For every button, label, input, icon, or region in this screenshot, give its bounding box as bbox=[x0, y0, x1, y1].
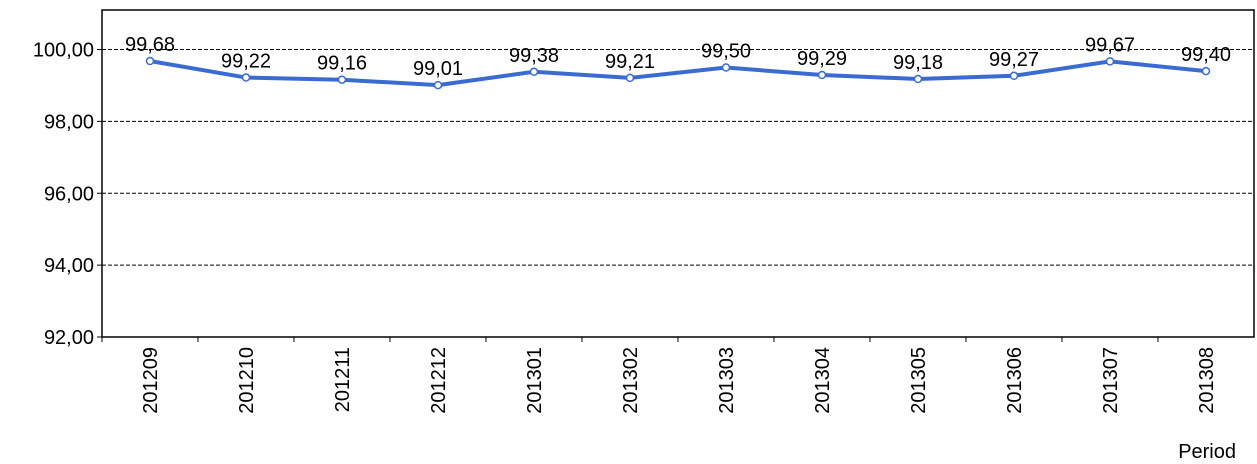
x-tick-label: 201308 bbox=[1196, 347, 1218, 414]
point bbox=[1201, 66, 1211, 76]
point bbox=[913, 74, 923, 84]
point bbox=[1105, 57, 1115, 66]
point bbox=[817, 70, 827, 80]
data-label: 99,68 bbox=[125, 34, 175, 56]
point bbox=[1009, 71, 1019, 81]
y-tick-label: 98,00 bbox=[44, 111, 94, 133]
data-label: 99,38 bbox=[509, 45, 559, 67]
x-tick-label: 201211 bbox=[332, 347, 354, 412]
x-tick-label: 201306 bbox=[1004, 347, 1026, 414]
data-label: 99,27 bbox=[989, 49, 1039, 71]
y-tick-label: 96,00 bbox=[44, 183, 94, 205]
x-tick-label: 201307 bbox=[1100, 347, 1122, 414]
data-label: 99,40 bbox=[1181, 44, 1231, 66]
data-label: 99,29 bbox=[797, 48, 847, 70]
data-label: 99,16 bbox=[317, 53, 367, 75]
point bbox=[625, 73, 635, 83]
data-label: 99,67 bbox=[1085, 34, 1135, 56]
point bbox=[241, 73, 251, 82]
x-tick-label: 201212 bbox=[428, 347, 450, 414]
point bbox=[145, 56, 155, 66]
x-tick-label: 201302 bbox=[620, 347, 642, 414]
point bbox=[433, 80, 443, 90]
x-tick-label: 201304 bbox=[812, 347, 834, 414]
y-tick-label: 94,00 bbox=[44, 255, 94, 277]
point bbox=[721, 63, 731, 72]
x-tick-label: 201210 bbox=[236, 347, 258, 414]
data-label: 99,22 bbox=[221, 51, 271, 73]
point bbox=[529, 67, 539, 77]
data-label: 99,21 bbox=[605, 51, 655, 73]
x-tick-label: 201305 bbox=[908, 347, 930, 414]
y-tick-label: 92,00 bbox=[44, 327, 94, 349]
data-label: 99,50 bbox=[701, 40, 751, 62]
plot-area bbox=[101, 9, 1255, 338]
line bbox=[149, 59, 1207, 88]
data-label: 99,18 bbox=[893, 52, 943, 74]
x-tick-label: 201303 bbox=[716, 347, 738, 414]
y-tick-label: 100,00 bbox=[33, 40, 94, 62]
data-label: 99,01 bbox=[413, 58, 463, 80]
x-tick-label: 201301 bbox=[524, 347, 546, 414]
x-tick-label: 201209 bbox=[140, 347, 162, 414]
point bbox=[337, 75, 347, 84]
x-axis-label: Period bbox=[1178, 441, 1236, 463]
